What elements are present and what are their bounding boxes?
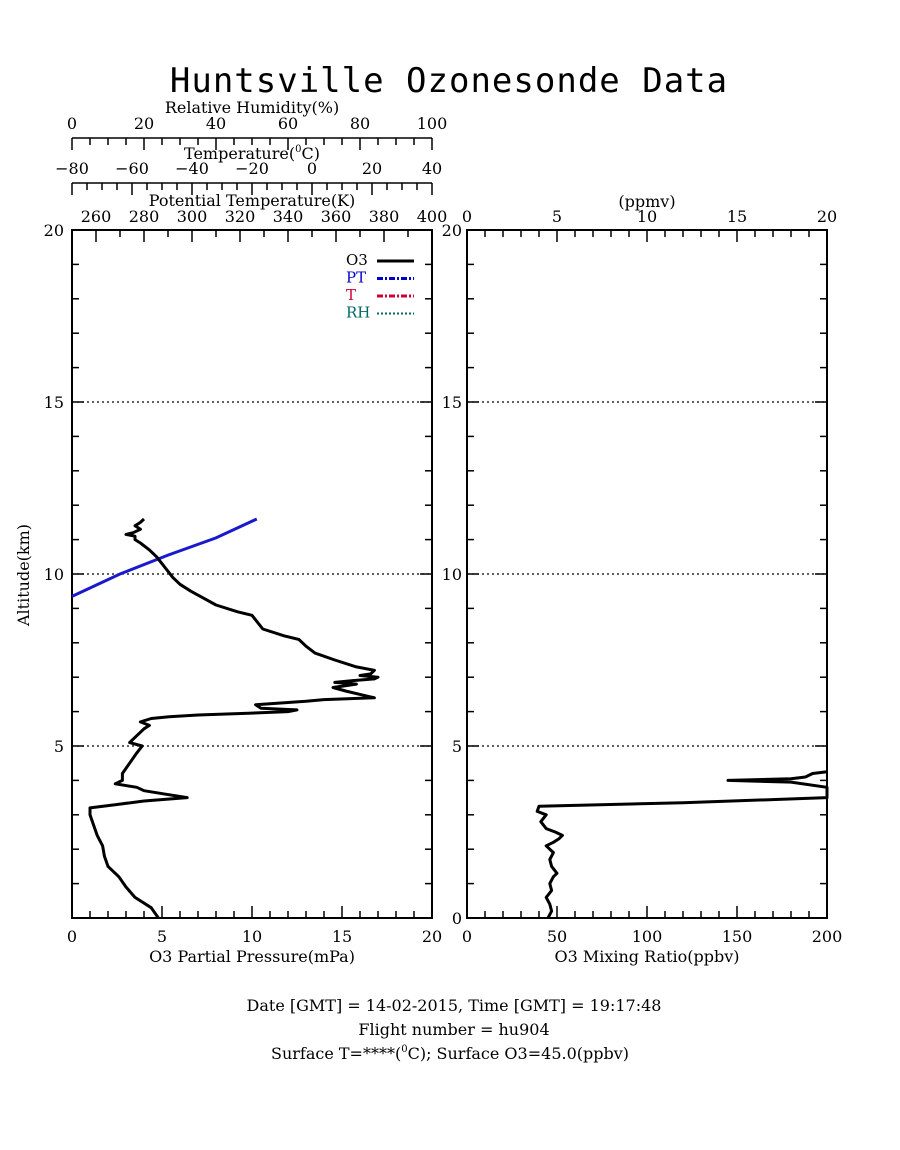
x-tick-label: 150 — [722, 927, 753, 946]
rh-tick-label: 100 — [417, 114, 448, 133]
t-tick-label: −60 — [115, 159, 149, 178]
x-tick-label: 20 — [422, 927, 442, 946]
footer-date-time: Date [GMT] = 14-02-2015, Time [GMT] = 19… — [247, 996, 662, 1015]
x-tick-label: 10 — [242, 927, 262, 946]
rh-tick-label: 80 — [350, 114, 370, 133]
y-tick-label: 20 — [442, 221, 462, 240]
pt-tick-label: 260 — [81, 207, 112, 226]
footer-flight-number: Flight number = hu904 — [358, 1020, 549, 1039]
pt-tick-label: 300 — [177, 207, 208, 226]
y-tick-label: 15 — [442, 393, 462, 412]
right-x-axis-label: O3 Mixing Ratio(ppbv) — [554, 947, 739, 966]
y-axis-label: Altitude(km) — [14, 524, 33, 627]
ppmv-tick-label: 5 — [552, 207, 562, 226]
o3-partial-pressure-line — [88, 517, 380, 919]
left-x-axis-label: O3 Partial Pressure(mPa) — [149, 947, 355, 966]
pt-axis-label: Potential Temperature(K) — [149, 191, 356, 210]
t-tick-label: −40 — [175, 159, 209, 178]
ppmv-tick-label: 20 — [817, 207, 837, 226]
rh-tick-label: 60 — [278, 114, 298, 133]
rh-tick-label: 20 — [134, 114, 154, 133]
pt-tick-label: 320 — [225, 207, 256, 226]
rh-axis-label: Relative Humidity(%) — [165, 98, 339, 117]
y-tick-label: 20 — [44, 221, 64, 240]
x-tick-label: 0 — [67, 927, 77, 946]
potential-temperature-axis: Potential Temperature(K) — [149, 191, 356, 210]
ppmv-tick-label: 0 — [462, 207, 472, 226]
t-tick-label: 40 — [422, 159, 442, 178]
ppmv-tick-label: 10 — [637, 207, 657, 226]
legend-label: RH — [346, 304, 370, 322]
x-tick-label: 0 — [462, 927, 472, 946]
y-tick-label: 5 — [452, 737, 462, 756]
y-tick-label: 0 — [452, 909, 462, 928]
pt-tick-label: 380 — [369, 207, 400, 226]
legend-label: PT — [346, 269, 366, 287]
t-tick-label: −20 — [235, 159, 269, 178]
pt-tick-label: 360 — [321, 207, 352, 226]
temperature-axis: Temperature(0C) −80 −60 −40 −20 0 20 40 — [55, 144, 442, 195]
t-tick-label: 20 — [362, 159, 382, 178]
x-tick-label: 15 — [332, 927, 352, 946]
pt-tick-label: 280 — [129, 207, 160, 226]
x-tick-label: 100 — [632, 927, 663, 946]
rh-tick-label: 40 — [206, 114, 226, 133]
y-tick-label: 15 — [44, 393, 64, 412]
ppmv-tick-label: 15 — [727, 207, 747, 226]
rh-axis: Relative Humidity(%) 0 20 40 60 80 100 — [67, 98, 447, 150]
y-tick-label: 10 — [442, 565, 462, 584]
t-tick-label: −80 — [55, 159, 89, 178]
y-tick-label: 10 — [44, 565, 64, 584]
x-tick-label: 50 — [547, 927, 567, 946]
rh-tick-label: 0 — [67, 114, 77, 133]
pt-tick-label: 340 — [273, 207, 304, 226]
footer-surface-values: Surface T=****(0C); Surface O3=45.0(ppbv… — [271, 1044, 629, 1063]
chart-title: Huntsville Ozonesonde Data — [170, 61, 728, 101]
ppmv-axis-label: (ppmv) — [618, 192, 675, 211]
x-tick-label: 200 — [812, 927, 843, 946]
t-tick-label: 0 — [307, 159, 317, 178]
x-tick-label: 5 — [157, 927, 167, 946]
temperature-axis-label: Temperature(0C) — [184, 144, 320, 163]
legend-label: T — [346, 286, 356, 304]
y-tick-label: 5 — [54, 737, 64, 756]
pt-series-line — [71, 517, 258, 598]
o3-mixing-ratio-line — [535, 770, 829, 919]
legend-label: O3 — [346, 251, 368, 269]
pt-tick-label: 400 — [417, 207, 448, 226]
